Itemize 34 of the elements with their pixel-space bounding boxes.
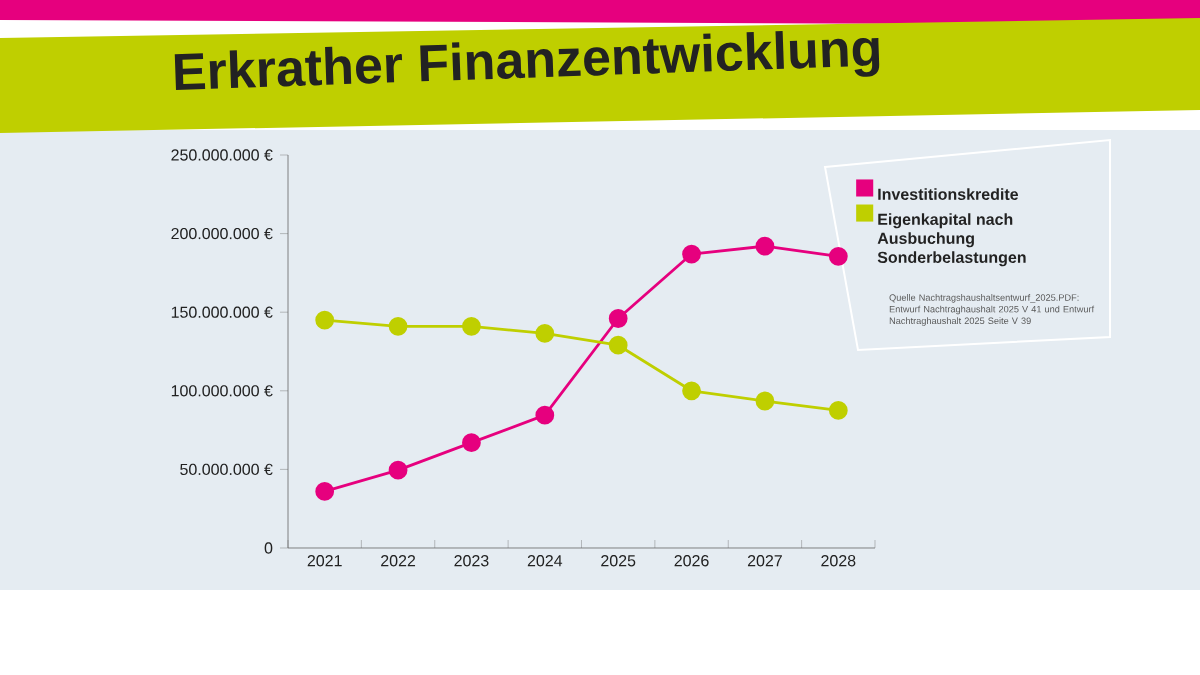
legend-label: Eigenkapital nach Ausbuchung Sonderbelastungen [877,213,1026,267]
point [462,433,481,453]
point [755,391,775,411]
chart-title: Erkrather Finanzentwicklung [174,31,880,90]
x-tick-label: 2026 [674,555,709,567]
y-tick-label: 200.000.000 € [171,227,273,240]
y-tick-label: 150.000.000 € [171,306,273,318]
point [388,460,408,480]
x-tick-label: 2021 [307,555,342,567]
point [315,310,335,330]
point [682,244,701,264]
y-tick-label: 100.000.000 € [171,385,273,397]
source-note: Quelle Nachtragshaushaltsentwurf_2025.PDF: Entwurf Nachtraghaushalt 2025 V 41 und Entwurf Nachtraghaushalt 2025 Seite V 39 [889,294,1095,326]
x-tick-label: 2023 [454,555,489,567]
point [828,247,848,266]
point [535,324,555,343]
x-tick-label: 2025 [601,555,636,567]
y-tick-label: 50.000.000 € [180,463,273,476]
point [462,316,481,336]
legend-label: Investitionskredite [878,188,1019,200]
point [388,316,408,336]
point [682,381,701,401]
x-tick-label: 2024 [527,555,563,567]
point [828,401,848,420]
y-tick-label: 0 [264,542,273,554]
point [608,335,628,355]
y-tick-label: 250.000.000 € [171,149,273,161]
x-tick-label: 2022 [381,555,416,567]
x-tick-label: 2028 [821,555,856,567]
point [755,236,775,256]
point [315,482,335,501]
point [535,405,555,425]
x-tick-label: 2027 [747,555,782,567]
point [608,309,628,328]
